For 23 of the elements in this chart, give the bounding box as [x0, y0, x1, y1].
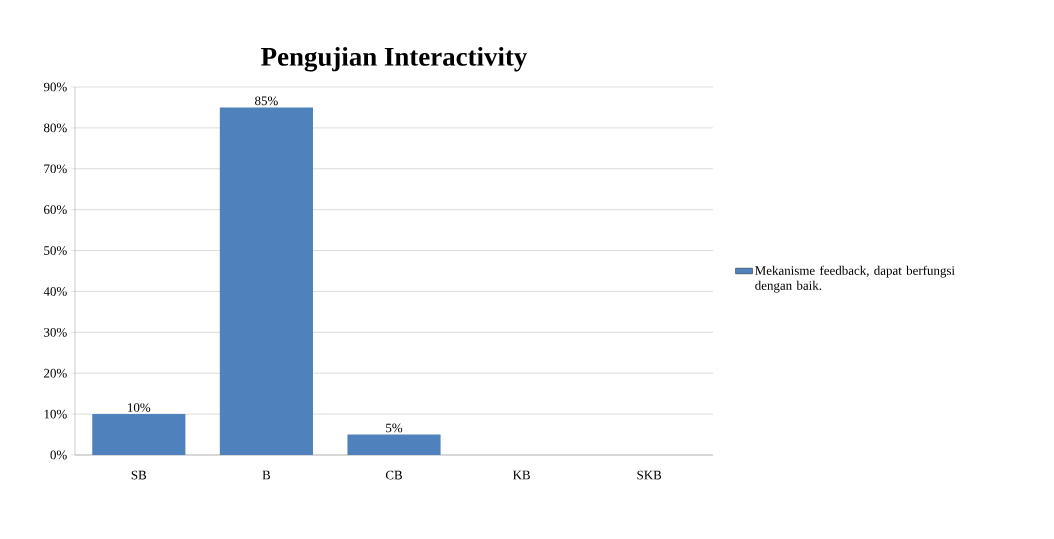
x-tick-label: SKB	[637, 470, 662, 480]
y-tick-label: 30%	[44, 327, 67, 337]
data-label: 10%	[128, 403, 151, 412]
chart-title: Pengujian Interactivity	[261, 46, 528, 72]
y-tick-label: 0%	[50, 450, 67, 460]
data-label: 5%	[386, 423, 403, 433]
x-tick-label: SB	[131, 470, 147, 480]
x-tick-label: KB	[512, 470, 530, 480]
x-tick-label: B	[262, 470, 271, 480]
y-tick-label: 70%	[44, 164, 67, 174]
y-tick-label: 20%	[44, 368, 67, 378]
bar	[347, 434, 441, 455]
x-tick-label: CB	[385, 470, 402, 480]
y-tick-label: 40%	[43, 287, 67, 296]
bar	[219, 107, 313, 455]
legend-label: Mekanisme feedback, dapat berfungsi dengan baik.	[755, 265, 955, 293]
y-tick-label: 50%	[44, 246, 67, 255]
bar	[92, 414, 186, 455]
y-tick-label: 90%	[43, 82, 67, 92]
data-label: 85%	[255, 96, 278, 106]
y-tick-label: 10%	[44, 409, 67, 419]
y-tick-label: 60%	[44, 205, 67, 215]
y-tick-label: 80%	[43, 123, 67, 133]
